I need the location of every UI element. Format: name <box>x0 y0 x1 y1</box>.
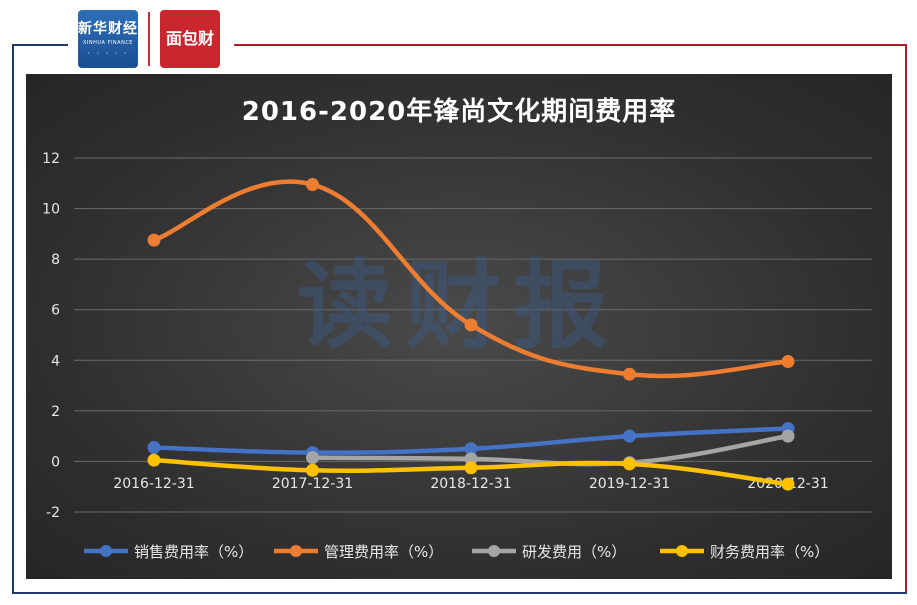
chart-area: 读财报 2016-2020年锋尚文化期间费用率 12 10 8 6 4 2 0 -2 2016… <box>26 74 892 579</box>
x-axis-ticks: 2016-12-31 2017-12-31 2018-12-31 2019-12-31… <box>113 476 828 492</box>
x-tick-label: 2018-12-31 <box>430 476 511 492</box>
y-tick-label: 12 <box>42 151 60 167</box>
legend-label: 财务费用率（%） <box>710 543 829 561</box>
data-point <box>623 457 636 471</box>
legend-item: 销售费用率（%） <box>84 543 253 561</box>
data-point <box>623 367 636 381</box>
data-point <box>306 178 319 192</box>
frame-right <box>905 44 907 594</box>
series-3 <box>147 453 795 491</box>
y-tick-label: 6 <box>51 303 60 319</box>
frame-bottom <box>12 592 907 594</box>
legend-label: 管理费用率（%） <box>324 543 443 561</box>
series-layer <box>147 178 795 491</box>
data-point <box>147 441 161 455</box>
y-tick-label: 8 <box>51 252 60 268</box>
logo-divider <box>148 12 150 66</box>
data-point <box>306 451 319 465</box>
xinhua-logo-dots: · · · · · <box>87 49 129 58</box>
chart-title: 2016-2020年锋尚文化期间费用率 <box>242 96 677 127</box>
data-point <box>464 461 478 475</box>
frame-top-left <box>12 44 68 46</box>
y-tick-label: -2 <box>46 505 60 521</box>
y-tick-label: 10 <box>42 202 60 218</box>
data-point <box>781 477 795 491</box>
xinhua-logo-text: 新华财经 <box>78 21 138 37</box>
series-line <box>151 179 791 379</box>
legend-label: 销售费用率（%） <box>134 543 253 561</box>
xinhua-logo-subtext: XINHUA FINANCE <box>83 40 133 46</box>
data-point <box>147 233 161 247</box>
line-chart: 读财报 2016-2020年锋尚文化期间费用率 12 10 8 6 4 2 0 -2 2016… <box>42 96 872 561</box>
data-point <box>464 318 478 332</box>
xinhua-finance-logo: 新华财经 XINHUA FINANCE · · · · · <box>78 10 138 68</box>
legend-swatch-marker <box>100 545 112 557</box>
data-point <box>306 463 319 477</box>
legend-item: 研发费用（%） <box>472 543 626 561</box>
y-tick-label: 2 <box>51 404 60 420</box>
legend-label: 研发费用（%） <box>522 543 626 561</box>
y-axis-ticks: 12 10 8 6 4 2 0 -2 <box>42 151 60 521</box>
data-point <box>623 429 636 443</box>
x-tick-label: 2016-12-31 <box>113 476 194 492</box>
legend-swatch-marker <box>290 545 302 557</box>
x-tick-label: 2017-12-31 <box>272 476 353 492</box>
frame-top-right <box>234 44 907 46</box>
data-point <box>147 453 161 467</box>
x-tick-label: 2019-12-31 <box>589 476 670 492</box>
data-point <box>781 355 795 369</box>
y-tick-label: 0 <box>51 454 60 470</box>
mianbao-finance-logo: 面包财经 <box>160 10 220 106</box>
data-point <box>781 429 795 443</box>
legend: 销售费用率（%） 管理费用率（%） 研发费用（%） 财务费用率（%） <box>84 543 829 561</box>
frame-left <box>12 44 14 594</box>
legend-swatch-marker <box>676 545 688 557</box>
legend-swatch-marker <box>488 545 500 557</box>
data-point <box>464 442 478 456</box>
legend-item: 财务费用率（%） <box>660 543 829 561</box>
y-tick-label: 4 <box>51 353 60 369</box>
watermark-text: 读财报 <box>297 249 621 362</box>
legend-item: 管理费用率（%） <box>274 543 443 561</box>
series-1 <box>147 178 795 381</box>
